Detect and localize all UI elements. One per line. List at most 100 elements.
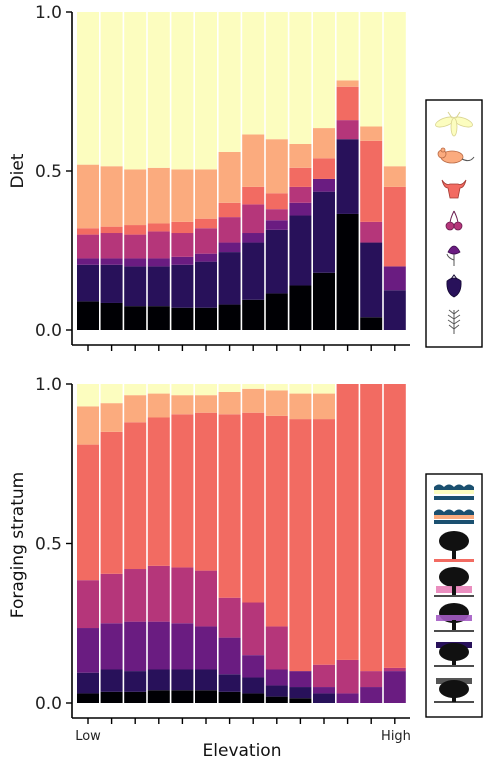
diet-bar-segment [100, 233, 123, 259]
foraging-bar-segment [147, 384, 170, 394]
diet-bar-segment [195, 307, 217, 330]
diet-bar-segment [195, 261, 217, 308]
foraging-bar-segment [147, 393, 170, 418]
berry-icon [446, 274, 462, 298]
foraging-bars [77, 384, 406, 703]
diet-bar-segment [124, 12, 147, 170]
foraging-bar-segment [289, 384, 312, 394]
foraging-bar-segment [171, 567, 194, 624]
diet-bar-segment [289, 143, 312, 168]
diet-bar-segment [360, 140, 383, 222]
diet-bar-segment [313, 272, 335, 330]
water-surface-icon [434, 484, 474, 500]
foraging-bar-segment [77, 580, 99, 629]
diet-bar-segment [147, 12, 170, 168]
diet-bar-segment [336, 120, 359, 140]
diet-bar-segment [124, 234, 147, 259]
foraging-bar-segment [383, 384, 406, 668]
diet-bar-segment [242, 12, 265, 135]
diet-bar-segment [100, 226, 123, 234]
diet-bar-segment [265, 193, 288, 210]
diet-bar-segment [100, 258, 123, 265]
diet-bar-segment [171, 233, 194, 257]
diet-bar-segment [336, 12, 359, 81]
diet-y-tick-label: 0.5 [35, 162, 62, 182]
foraging-bar-segment [289, 671, 312, 688]
foraging-bar-segment [289, 698, 312, 703]
foraging-bar-segment [171, 395, 194, 415]
diet-bar-segment [383, 186, 406, 267]
diet-bar-segment [265, 139, 288, 194]
diet-bar-segment [77, 228, 99, 235]
diet-bar-segment [77, 234, 99, 259]
diet-bar-segment [265, 209, 288, 221]
tree-canopy-icon [434, 678, 474, 703]
diet-bar-segment [336, 139, 359, 214]
foraging-bar-segment [195, 412, 217, 571]
foraging-bar-segment [77, 672, 99, 694]
foraging-bar-segment [336, 384, 359, 660]
foraging-bar-segment [218, 637, 241, 675]
foraging-bar-segment [124, 384, 147, 396]
foraging-bar-segment [265, 626, 288, 670]
x-low-label: Low [75, 729, 101, 744]
diet-bar-segment [242, 233, 265, 243]
foraging-bar-segment [171, 384, 194, 396]
diet-bar-segment [195, 228, 217, 254]
foraging-bar-segment [242, 384, 265, 389]
diet-y-tick-label: 1.0 [35, 3, 62, 23]
foraging-bar-segment [100, 691, 123, 703]
diet-bar-segment [100, 166, 123, 227]
diet-bar-segment [313, 191, 335, 273]
diet-bar-segment [195, 253, 217, 262]
diet-bar-segment [289, 167, 312, 187]
foraging-bar-segment [195, 570, 217, 627]
foraging-bar-segment [242, 677, 265, 694]
foraging-bar-segment [124, 395, 147, 423]
foraging-bar-segment [77, 444, 99, 581]
diet-bar-segment [242, 299, 265, 330]
foraging-bar-segment [289, 687, 312, 699]
diet-bar-segment [218, 252, 241, 305]
foraging-bar-segment [100, 403, 123, 432]
foraging-bar-segment [195, 395, 217, 413]
foraging-bar-segment [147, 690, 170, 703]
foraging-x-ticks [87, 718, 396, 724]
diet-bar-segment [313, 178, 335, 192]
diet-bar-segment [171, 169, 194, 222]
diet-bar-segment [218, 217, 241, 243]
rodent-icon [437, 147, 475, 164]
diet-bar-segment [265, 229, 288, 294]
foraging-bar-segment [124, 691, 147, 703]
foraging-bar-segment [242, 412, 265, 603]
diet-bar-segment [171, 12, 194, 170]
diet-bar-segment [147, 258, 170, 267]
foraging-bar-segment [195, 626, 217, 670]
x-high-label: High [381, 729, 411, 744]
diet-bar-segment [100, 302, 123, 330]
foraging-bar-segment [100, 384, 123, 404]
foraging-bar-segment [313, 419, 335, 665]
diet-bar-segment [265, 12, 288, 140]
diet-bar-segment [313, 128, 335, 159]
diet-bar-segment [242, 204, 265, 234]
diet-y-axis-title: Diet [8, 153, 28, 188]
diet-bar-segment [383, 166, 406, 187]
foraging-bar-segment [360, 671, 383, 688]
diet-legend-box [425, 99, 483, 348]
foraging-bar-segment [147, 565, 170, 622]
diet-bar-segment [124, 266, 147, 307]
foraging-bar-segment [218, 674, 241, 692]
foraging-bar-segment [77, 384, 99, 407]
diet-bar-segment [383, 12, 406, 167]
diet-bar-segment [360, 126, 383, 141]
foraging-bar-segment [218, 391, 241, 415]
foraging-bar-segment [336, 693, 359, 703]
foraging-bar-segment [360, 687, 383, 703]
foraging-bar-segment [313, 393, 335, 420]
foraging-bar-segment [383, 671, 406, 703]
foraging-bar-segment [124, 671, 147, 692]
foraging-bar-segment [124, 422, 147, 570]
foraging-bar-segment [100, 431, 123, 574]
